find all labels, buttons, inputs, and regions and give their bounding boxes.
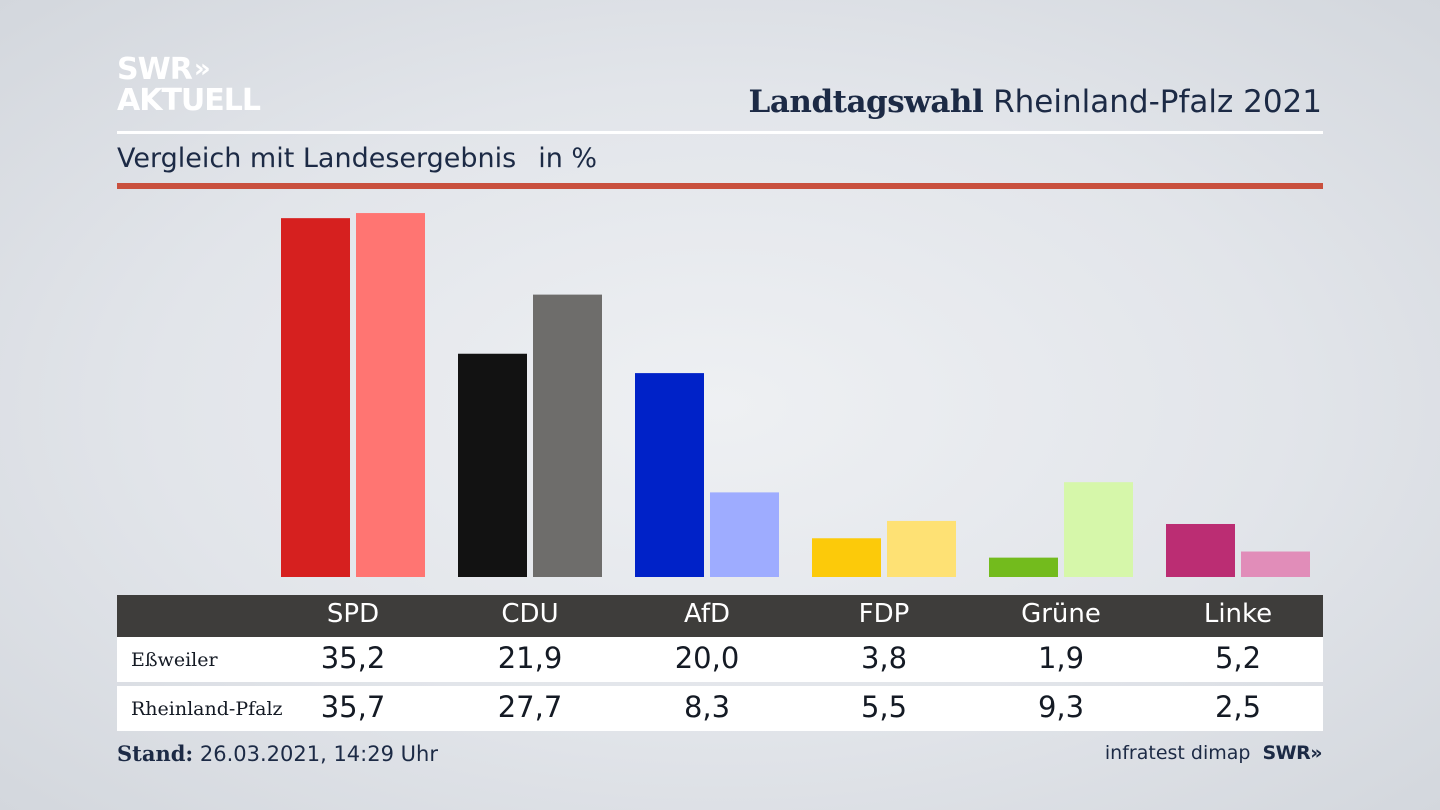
table-header-row: SPD CDU AfD FDP Grüne Linke — [117, 595, 1323, 637]
table-row-rheinland-pfalz: Rheinland-Pfalz 35,7 27,7 8,3 5,5 9,3 2,5 — [117, 686, 1323, 731]
party-header-linke: Linke — [1203, 599, 1273, 629]
stand-value: 26.03.2021, 14:29 Uhr — [193, 742, 438, 766]
value-afd: 20,0 — [674, 641, 740, 675]
value-linke: 2,5 — [1214, 690, 1262, 724]
value-fdp: 5,5 — [860, 690, 908, 724]
row-label: Eßweiler — [131, 649, 218, 671]
bar-cdu-state — [533, 294, 602, 577]
logo-aktuell: AKTUELL — [117, 83, 261, 118]
header-divider — [117, 131, 1323, 134]
timestamp: Stand: 26.03.2021, 14:29 Uhr — [117, 741, 438, 766]
party-header-cdu: CDU — [501, 599, 559, 629]
party-header-spd: SPD — [326, 599, 380, 629]
bar-chart — [281, 213, 1310, 577]
source-credit: infratest dimap SWR» — [1104, 742, 1323, 764]
swr-aktuell-logo: SWR» AKTUELL — [117, 52, 261, 118]
swr-brand-logo: SWR» — [1262, 742, 1322, 764]
bar-linke-state — [1241, 551, 1310, 577]
party-header-fdp: FDP — [858, 599, 910, 629]
bar-grüne-state — [1064, 482, 1133, 577]
accent-divider — [117, 183, 1323, 189]
bar-linke-local — [1166, 523, 1235, 577]
title-rest: Rheinland-Pfalz 2021 — [983, 84, 1322, 120]
results-table: SPD CDU AfD FDP Grüne Linke Eßweiler 35,2 21,9… — [117, 595, 1323, 731]
bar-spd-local — [281, 218, 350, 577]
party-header-afd: AfD — [683, 599, 731, 629]
subtitle-unit: in % — [538, 143, 598, 174]
value-grüne: 9,3 — [1037, 690, 1085, 724]
bar-spd-state — [356, 213, 425, 577]
page-title: Landtagswahl Rheinland-Pfalz 2021 — [749, 84, 1322, 120]
value-grüne: 1,9 — [1037, 641, 1085, 675]
value-spd: 35,2 — [320, 641, 386, 675]
subtitle-text: Vergleich mit Landesergebnis — [117, 143, 517, 174]
party-header-grüne: Grüne — [1021, 599, 1101, 629]
row-label: Rheinland-Pfalz — [131, 698, 283, 720]
logo-swr: SWR — [117, 52, 193, 87]
source-text: infratest dimap — [1104, 742, 1251, 764]
title-bold: Landtagswahl — [748, 84, 984, 120]
bar-grüne-local — [989, 557, 1058, 577]
bar-fdp-state — [887, 520, 956, 577]
table-row-esweiler: Eßweiler 35,2 21,9 20,0 3,8 1,9 5,2 — [117, 637, 1323, 682]
bar-cdu-local — [458, 353, 527, 577]
chart-subtitle: Vergleich mit Landesergebnis in % — [117, 143, 597, 174]
stand-label: Stand: — [117, 741, 194, 766]
value-fdp: 3,8 — [860, 641, 908, 675]
value-cdu: 21,9 — [497, 641, 563, 675]
bar-afd-local — [635, 373, 704, 577]
value-cdu: 27,7 — [497, 690, 563, 724]
bar-afd-state — [710, 492, 779, 577]
value-afd: 8,3 — [683, 690, 731, 724]
value-linke: 5,2 — [1214, 641, 1262, 675]
value-spd: 35,7 — [320, 690, 386, 724]
bar-fdp-local — [812, 538, 881, 577]
